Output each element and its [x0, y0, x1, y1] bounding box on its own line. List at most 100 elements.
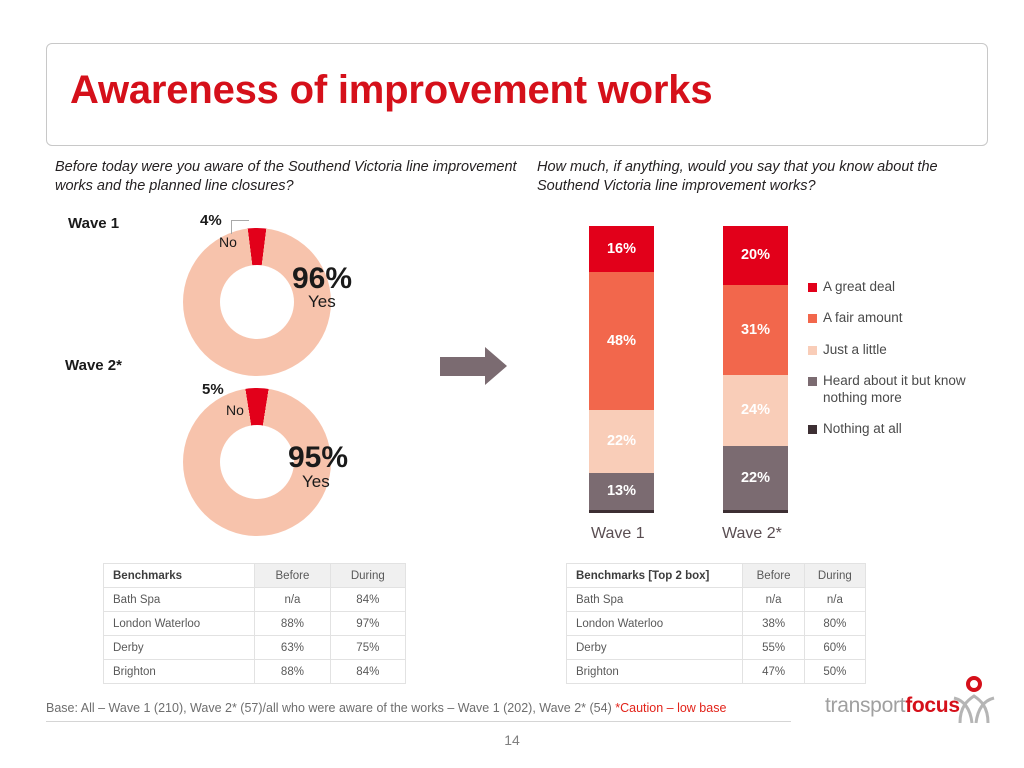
legend-item-2: A fair amount: [808, 310, 983, 326]
legend-item-1: A great deal: [808, 279, 983, 295]
wave1-yes-percent: 96%: [292, 262, 353, 295]
wave2-yes-percent: 95%: [288, 441, 349, 474]
table-row: Bath Spa n/a n/a: [565, 587, 867, 612]
wave1-leader-line: [231, 220, 249, 234]
wave1-no-label: No: [219, 234, 237, 250]
transport-focus-mark-icon: [953, 676, 995, 724]
base-note: Base: All – Wave 1 (210), Wave 2* (57)/a…: [46, 701, 726, 715]
table-header-row: Benchmarks Before During: [102, 563, 407, 588]
table-cell-value: 38%: [742, 611, 805, 636]
table-cell-value: 50%: [803, 659, 867, 684]
table-cell-value: 60%: [803, 635, 867, 660]
legend-label: A fair amount: [823, 310, 903, 326]
transport-focus-logo: transportfocus: [825, 694, 960, 718]
table-row-label: London Waterloo: [102, 611, 256, 636]
bar-segment-2-3: 24%: [723, 375, 788, 446]
bar-segment-2-4: 22%: [723, 445, 788, 511]
bar-segment-1-2: 48%: [589, 271, 654, 410]
legend-label: Nothing at all: [823, 421, 902, 437]
table-cell-value: 84%: [329, 659, 407, 684]
table-row: London Waterloo 88% 97%: [102, 611, 407, 636]
table-cell-value: 47%: [742, 659, 805, 684]
wave2-yes-label: Yes: [302, 472, 330, 491]
table-cell-value: n/a: [254, 587, 331, 612]
legend-swatch-icon: [808, 425, 817, 435]
legend-label: A great deal: [823, 279, 896, 294]
table-cell-value: n/a: [742, 587, 805, 612]
legend-item-4: Heard about it but know nothing more: [808, 373, 983, 406]
table-header-cell: Before: [254, 563, 331, 588]
legend-swatch-icon: [808, 377, 817, 387]
table-header-cell: During: [329, 563, 407, 588]
legend-swatch-icon: [808, 345, 817, 355]
donut-hole-wave1: [220, 265, 294, 339]
benchmarks-table-left: Benchmarks Before During Bath Spa n/a 84% Lond…: [102, 563, 407, 684]
logo-word-focus: focus: [905, 694, 960, 717]
donut-hole-wave2: [220, 425, 294, 499]
wave2-no-percent: 5%: [202, 381, 224, 398]
table-header-cell: During: [803, 563, 867, 588]
table-row: London Waterloo 38% 80%: [565, 611, 867, 636]
table-cell-value: 84%: [329, 587, 407, 612]
table-header-row: Benchmarks [Top 2 box] Before During: [565, 563, 867, 588]
bar-axis-label-wave2: Wave 2*: [722, 525, 782, 542]
legend-swatch-icon: [808, 314, 817, 324]
title-box: [46, 43, 988, 146]
table-cell-value: 55%: [742, 635, 805, 660]
table-row-label: Bath Spa: [102, 587, 256, 612]
table-cell-value: 88%: [254, 611, 331, 636]
table-header-cell: Before: [742, 563, 805, 588]
table-row: Bath Spa n/a 84%: [102, 587, 407, 612]
legend-label: Heard about it but know nothing more: [823, 373, 966, 405]
table-cell-value: 63%: [254, 635, 331, 660]
table-row-label: Derby: [102, 635, 256, 660]
logo-word-transport: transport: [825, 694, 906, 717]
bar-segment-1-3: 22%: [589, 409, 654, 473]
bar-segment-2-1: 20%: [723, 226, 788, 285]
table-row: Brighton 47% 50%: [565, 659, 867, 684]
wave1-label: Wave 1: [68, 215, 120, 232]
chart-legend: A great deal A fair amount Just a little He…: [808, 279, 983, 453]
stacked-bar-wave2: 20% 31% 24% 22%: [723, 226, 788, 513]
table-row-label: Brighton: [565, 659, 744, 684]
table-row: Derby 55% 60%: [565, 635, 867, 660]
bar-segment-2-5: [723, 510, 788, 513]
caution-note: *Caution – low base: [615, 701, 727, 715]
wave1-no-percent: 4%: [200, 212, 222, 229]
table-cell-value: 97%: [329, 611, 407, 636]
footer-divider: [46, 721, 791, 722]
arrow-right-head-icon: [485, 347, 507, 385]
table-header-cell: Benchmarks: [102, 563, 256, 588]
table-header-cell: Benchmarks [Top 2 box]: [565, 563, 744, 588]
legend-swatch-icon: [808, 283, 817, 292]
benchmarks-table-right: Benchmarks [Top 2 box] Before During Bath S…: [565, 563, 867, 684]
bar-segment-2-2: 31%: [723, 284, 788, 376]
legend-item-5: Nothing at all: [808, 421, 983, 437]
wave1-yes-label: Yes: [308, 292, 336, 311]
bar-axis-label-wave1: Wave 1: [591, 525, 645, 542]
legend-item-3: Just a little: [808, 342, 983, 358]
table-row: Derby 63% 75%: [102, 635, 407, 660]
wave2-label: Wave 2*: [65, 357, 122, 374]
legend-label: Just a little: [823, 341, 887, 357]
page-title: Awareness of improvement works: [70, 68, 713, 112]
bar-segment-1-4: 13%: [589, 472, 654, 511]
table-row-label: Brighton: [102, 659, 256, 684]
bar-segment-1-1: 16%: [589, 226, 654, 272]
table-cell-value: 88%: [254, 659, 331, 684]
table-row-label: Derby: [565, 635, 744, 660]
base-note-text: Base: All – Wave 1 (210), Wave 2* (57)/a…: [46, 701, 616, 715]
table-cell-value: 80%: [803, 611, 867, 636]
table-cell-value: n/a: [803, 587, 867, 612]
table-cell-value: 75%: [329, 635, 407, 660]
arrow-right-icon: [440, 357, 485, 376]
wave2-no-label: No: [226, 402, 244, 418]
stacked-bar-wave1: 16% 48% 22% 13%: [589, 226, 654, 513]
question-left: Before today were you aware of the South…: [55, 159, 517, 195]
table-row-label: London Waterloo: [565, 611, 744, 636]
question-right: How much, if anything, would you say tha…: [537, 159, 938, 195]
page-number: 14: [504, 732, 520, 748]
bar-segment-1-5: [589, 510, 654, 513]
table-row: Brighton 88% 84%: [102, 659, 407, 684]
